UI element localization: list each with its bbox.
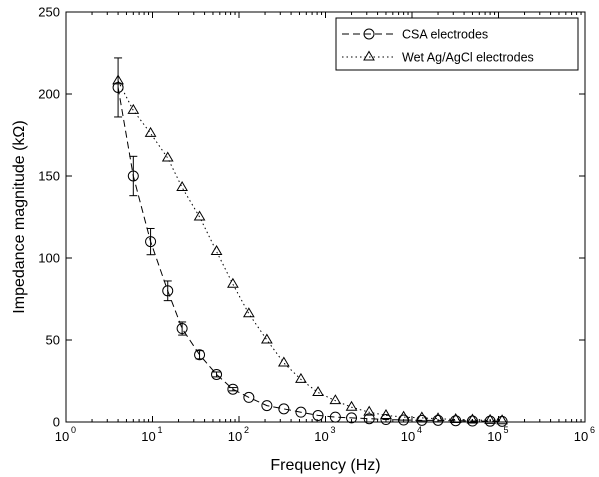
data-point-circle (162, 285, 174, 297)
data-point-circle (243, 391, 255, 403)
data-point-circle (432, 414, 444, 426)
legend-label-wet: Wet Ag/AgCl electrodes (402, 51, 534, 65)
data-point-triangle (363, 405, 376, 416)
data-point-triangle (432, 412, 444, 423)
data-point-triangle (415, 411, 428, 422)
legend-marker-csa (363, 28, 375, 40)
data-point-triangle (312, 385, 324, 396)
plot-area (65, 11, 586, 423)
x-tick-exponent: 0 (71, 425, 76, 435)
x-tick-exponent: 3 (331, 425, 336, 435)
data-point-circle (127, 170, 139, 182)
data-point-circle (346, 412, 358, 424)
data-point-circle (194, 349, 206, 361)
x-tick-label: 10 (574, 429, 588, 444)
x-tick-label: 10 (401, 429, 415, 444)
data-point-triangle (210, 244, 223, 255)
series-layer (112, 57, 508, 427)
data-point-triangle (227, 277, 239, 288)
x-tick-exponent: 2 (244, 425, 249, 435)
data-point-circle (466, 415, 478, 427)
x-tick-exponent: 1 (158, 425, 163, 435)
data-point-circle (227, 383, 239, 395)
data-point-triangle (496, 414, 508, 425)
data-point-triangle (242, 307, 255, 318)
x-tick-label: 10 (141, 429, 155, 444)
data-point-triangle (193, 210, 206, 221)
x-axis-label: Frequency (Hz) (270, 457, 380, 474)
y-tick-label: 150 (38, 169, 60, 184)
y-tick-label: 50 (46, 333, 60, 348)
data-point-circle (176, 323, 188, 335)
y-tick-label: 200 (38, 87, 60, 102)
y-axis-label: Impedance magnitude (kΩ) (11, 120, 28, 313)
data-point-triangle (112, 74, 124, 85)
x-tick-exponent: 6 (590, 425, 595, 435)
data-point-triangle (161, 151, 174, 162)
data-point-circle (312, 409, 324, 421)
legend-marker-wet (363, 50, 375, 61)
data-point-triangle (176, 180, 188, 191)
data-point-circle (261, 400, 273, 412)
y-tick-label: 0 (53, 415, 60, 430)
data-point-circle (380, 414, 392, 426)
data-point-circle (211, 368, 223, 380)
data-point-circle (329, 411, 341, 423)
data-point-triangle (127, 103, 140, 114)
x-tick-exponent: 5 (504, 425, 509, 435)
data-point-triangle (345, 400, 358, 411)
data-point-triangle (144, 126, 157, 137)
data-point-circle (112, 81, 124, 93)
data-point-circle (450, 415, 462, 427)
y-tick-label: 100 (38, 251, 60, 266)
data-point-triangle (260, 333, 273, 344)
x-tick-label: 10 (228, 429, 242, 444)
legend-box (335, 17, 579, 71)
data-point-triangle (329, 394, 342, 405)
data-point-triangle (397, 410, 410, 421)
data-point-circle (145, 236, 157, 248)
data-point-circle (496, 415, 508, 427)
data-point-triangle (277, 356, 290, 367)
x-tick-label: 10 (55, 429, 69, 444)
x-tick-label: 10 (487, 429, 501, 444)
data-point-triangle (380, 408, 392, 419)
data-point-circle (295, 406, 307, 418)
legend: CSA electrodes Wet Ag/AgCl electrodes (335, 17, 579, 71)
data-point-triangle (466, 413, 479, 424)
data-point-circle (484, 415, 496, 427)
legend-label-csa: CSA electrodes (402, 28, 488, 42)
data-point-triangle (449, 413, 462, 424)
data-point-triangle (295, 372, 307, 383)
x-tick-exponent: 4 (417, 425, 422, 435)
data-point-circle (363, 413, 375, 425)
x-tick-label: 10 (314, 429, 328, 444)
data-point-circle (278, 403, 290, 415)
data-point-triangle (484, 413, 496, 424)
y-tick-label: 250 (38, 5, 60, 20)
